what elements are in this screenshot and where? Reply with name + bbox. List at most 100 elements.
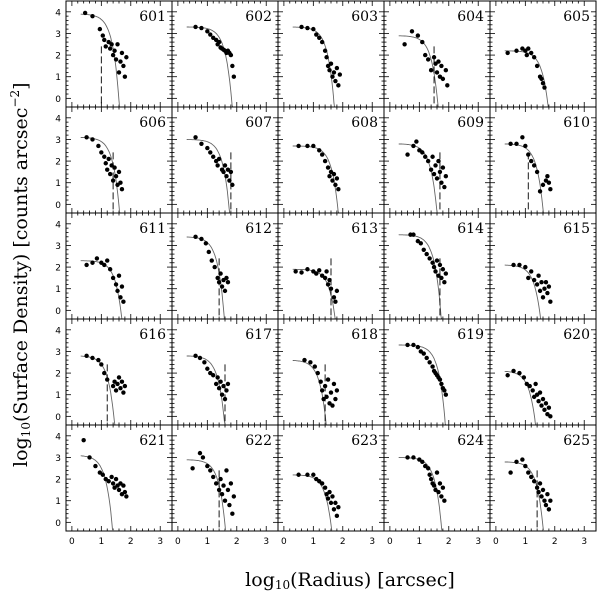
data-point xyxy=(517,262,522,268)
y-tick-label: 0 xyxy=(55,201,61,211)
data-point xyxy=(106,479,111,484)
data-point xyxy=(110,481,116,486)
panel-label: 623 xyxy=(351,433,378,449)
data-point xyxy=(100,472,106,477)
data-point xyxy=(548,498,553,503)
x-tick-label: 2 xyxy=(128,537,134,547)
y-tick-label: 2 xyxy=(55,476,61,486)
data-point xyxy=(542,498,547,503)
data-point xyxy=(102,262,107,268)
data-point xyxy=(521,375,527,380)
data-point xyxy=(427,256,432,261)
data-point xyxy=(405,342,410,348)
data-point xyxy=(225,280,231,285)
data-point xyxy=(115,381,120,387)
data-point xyxy=(208,32,213,37)
model-curve xyxy=(292,268,336,320)
data-point xyxy=(118,295,123,300)
panel-label: 625 xyxy=(563,433,590,449)
data-point xyxy=(121,63,126,69)
x-tick-label: 3 xyxy=(263,537,269,547)
data-point xyxy=(118,386,123,391)
panel-label: 607 xyxy=(245,115,272,131)
data-point xyxy=(436,489,441,495)
data-point xyxy=(327,277,332,283)
data-point xyxy=(90,13,95,19)
panel-601: 0 1 2 3 4 601 xyxy=(55,0,173,108)
data-point xyxy=(436,158,441,164)
data-point xyxy=(440,76,446,82)
data-point xyxy=(439,63,444,69)
data-point xyxy=(215,375,220,380)
data-point xyxy=(537,189,543,194)
data-point xyxy=(514,459,519,464)
model-curve xyxy=(80,455,114,532)
data-point xyxy=(215,275,220,281)
data-point xyxy=(212,264,217,270)
model-curve xyxy=(186,236,225,320)
data-point xyxy=(520,457,525,462)
data-point xyxy=(221,383,226,389)
panel-607: 607 xyxy=(171,106,279,214)
data-point xyxy=(230,511,235,516)
data-point xyxy=(305,25,310,31)
data-point xyxy=(205,366,210,371)
data-point xyxy=(193,24,198,30)
data-point xyxy=(118,59,123,64)
y-tick-label: 1 xyxy=(55,179,61,189)
data-point xyxy=(543,280,549,285)
data-point xyxy=(228,481,234,486)
x-tick-label: 1 xyxy=(204,537,210,547)
data-point xyxy=(430,154,435,159)
data-point xyxy=(539,280,544,285)
data-point xyxy=(439,381,444,387)
data-point xyxy=(121,390,126,395)
data-point xyxy=(112,48,117,53)
data-point xyxy=(543,502,549,508)
x-tick-label: 2 xyxy=(552,537,558,547)
data-point xyxy=(505,50,510,56)
data-point xyxy=(526,275,531,281)
data-point xyxy=(205,145,210,151)
data-point xyxy=(546,284,552,289)
panel-617: 617 xyxy=(171,318,279,426)
data-point xyxy=(213,381,219,387)
data-point xyxy=(90,355,95,361)
data-point xyxy=(94,256,100,261)
data-point xyxy=(405,152,410,157)
data-point xyxy=(305,472,310,477)
data-point xyxy=(230,63,235,69)
x-tick-label: 0 xyxy=(175,537,181,547)
data-point xyxy=(531,163,537,168)
data-point xyxy=(122,74,128,79)
data-point xyxy=(423,154,428,159)
panel-label: 624 xyxy=(457,433,484,449)
x-tick-label: 2 xyxy=(340,537,346,547)
data-point xyxy=(545,290,550,296)
data-point xyxy=(430,364,435,369)
data-point xyxy=(311,472,316,477)
data-point xyxy=(514,141,519,146)
data-point xyxy=(430,260,435,265)
data-point xyxy=(415,33,421,38)
data-point xyxy=(190,466,195,471)
data-point xyxy=(311,143,316,149)
data-point xyxy=(427,360,432,365)
data-point xyxy=(431,264,437,270)
x-tick-label: 0 xyxy=(69,537,75,547)
data-point xyxy=(330,403,335,408)
data-point xyxy=(218,379,223,384)
data-point xyxy=(330,178,335,183)
y-axis-label: log10(Surface Density) [counts arcsec−2] xyxy=(8,82,33,467)
panel-619: 619 xyxy=(383,318,491,426)
data-point xyxy=(124,494,129,499)
data-point xyxy=(219,284,225,289)
panel-label: 617 xyxy=(245,327,272,343)
data-point xyxy=(205,463,210,469)
data-point xyxy=(334,388,340,393)
y-tick-label: 4 xyxy=(55,326,61,336)
y-tick-label: 2 xyxy=(55,52,61,62)
data-point xyxy=(221,169,226,175)
model-curve xyxy=(398,344,447,426)
data-point xyxy=(216,386,222,391)
